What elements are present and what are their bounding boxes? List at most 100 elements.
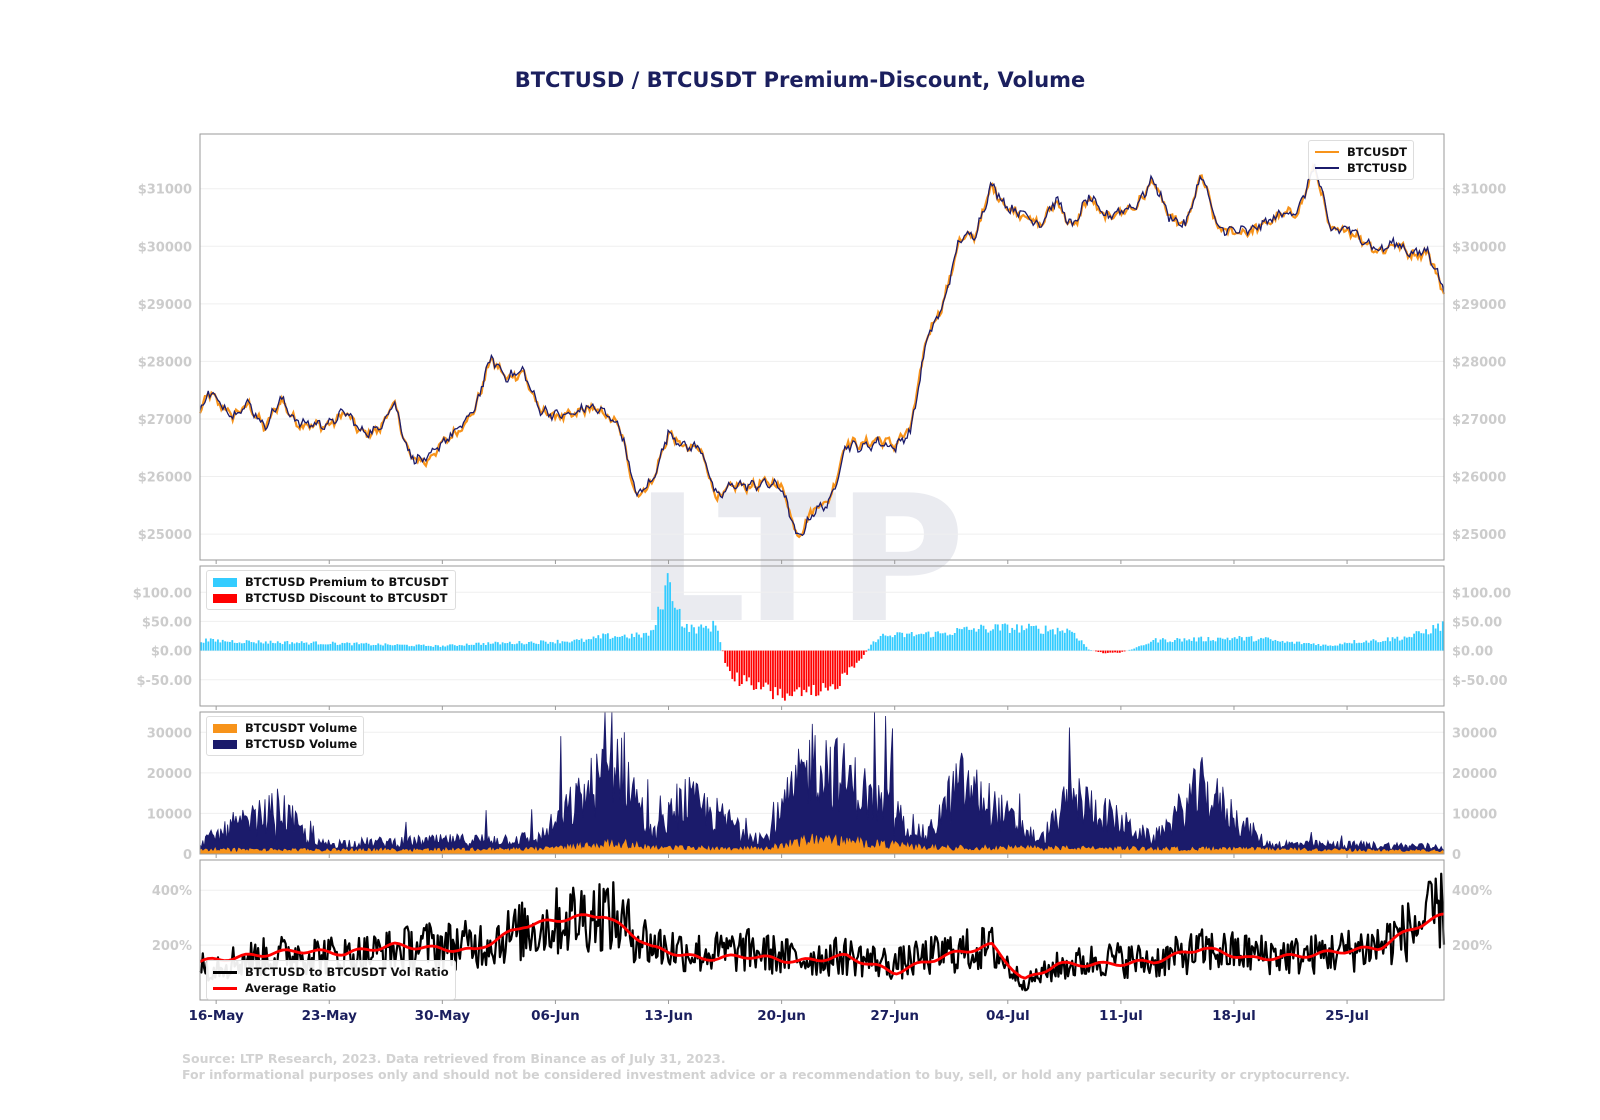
legend-entry-btctusd-volume: BTCTUSD Volume [213,736,357,752]
legend-entry-btcusdt: BTCUSDT [1314,144,1407,160]
premium-bar [662,609,664,651]
legend-label: BTCTUSD Discount to BTCUSDT [245,591,448,605]
premium-bar [917,634,920,651]
premium-bar [879,635,882,651]
premium-bar [212,638,215,651]
premium-bar [384,643,387,651]
premium-bar [925,632,927,651]
premium-bar [307,644,310,651]
discount-bar [824,650,827,688]
premium-bar [501,642,504,651]
x-tick-label: 04-Jul [986,1008,1030,1024]
premium-bar [310,643,313,651]
y-tick-label-right: 0 [1452,848,1461,863]
premium-bar [494,641,497,651]
discount-bar [743,650,746,676]
discount-bar [791,650,793,697]
premium-bar [1042,633,1045,651]
premium-bar [351,645,353,651]
y-tick-label-left: $50.00 [142,615,192,630]
legend-label: Average Ratio [245,981,337,995]
discount-bar [1121,650,1124,652]
premium-bar [1238,636,1241,651]
premium-bar [1032,626,1035,651]
y-tick-label-right: 10000 [1452,807,1497,822]
premium-bar [432,646,435,651]
premium-bar [1341,644,1344,651]
premium-bar [934,631,937,651]
premium-bar [1319,645,1322,651]
premium-bar [300,641,303,651]
y-tick-label-right: $100.00 [1452,586,1511,601]
premium-bar [1049,629,1052,651]
premium-bar [293,643,296,651]
premium-bar [714,625,717,651]
premium-bar [1135,647,1138,651]
premium-bar [1276,641,1279,651]
premium-bar [408,646,411,651]
premium-swatch [213,577,237,587]
premium-bar [1415,631,1418,651]
premium-bar [382,645,384,651]
premium-bar [1425,629,1427,651]
premium-bar [214,641,217,651]
premium-bar [1257,639,1260,651]
premium-bar [425,645,427,651]
premium-bar [1164,639,1167,651]
premium-bar [250,642,253,651]
premium-bar [1245,636,1248,651]
premium-bar [217,639,219,651]
premium-bar [894,635,896,651]
y-tick-label-right: $31000 [1452,183,1506,198]
premium-bar [1331,645,1334,651]
legend-label: BTCTUSD Premium to BTCUSDT [245,575,449,589]
premium-bar [650,630,652,651]
premium-bar [1398,640,1401,651]
x-tick-label: 25-Jul [1325,1008,1369,1024]
y-tick-label-right: $28000 [1452,355,1506,370]
premium-bar [951,634,954,651]
premium-bar [1384,640,1387,651]
discount-bar [772,650,774,700]
premium-bar [236,643,238,651]
premium-bar [554,643,557,651]
premium-bar [276,641,279,651]
premium-bar [245,640,248,651]
premium-bar [374,645,377,651]
premium-bar [205,638,207,651]
premium-bar [200,642,203,651]
premium-bar [1300,644,1303,651]
premium-bar [707,628,710,651]
premium-bar [346,642,349,651]
premium-bar [298,643,301,651]
premium-bar [595,638,597,651]
premium-bar [563,641,566,651]
y-tick-label-right: $27000 [1452,413,1506,428]
premium-bar [654,625,657,651]
premium-bar [709,631,712,651]
premium-bar [1061,630,1064,651]
btcusdt-swatch [1314,151,1339,153]
premium-bar [1130,649,1133,651]
premium-bar [1006,624,1009,651]
discount-bar [805,650,808,693]
premium-bar [666,573,669,651]
premium-bar [578,639,581,651]
premium-bar [327,644,329,651]
premium-bar [1250,636,1253,651]
premium-bar [630,633,633,651]
premium-bar [702,627,705,651]
premium-bar [1303,643,1305,651]
ratio-legend: BTCTUSD to BTCUSDT Vol Ratio Average Rat… [206,960,456,1000]
premium-bar [1252,641,1255,651]
premium-bar [1054,634,1057,651]
premium-bar [312,641,315,651]
premium-bar [1209,640,1212,651]
premium-bar [1236,638,1238,651]
premium-bar [262,643,265,651]
premium-bar [870,644,872,651]
price-panel-frame [199,133,1445,561]
premium-bar [1358,642,1360,651]
premium-bar [999,630,1002,651]
premium-bar [961,629,963,651]
